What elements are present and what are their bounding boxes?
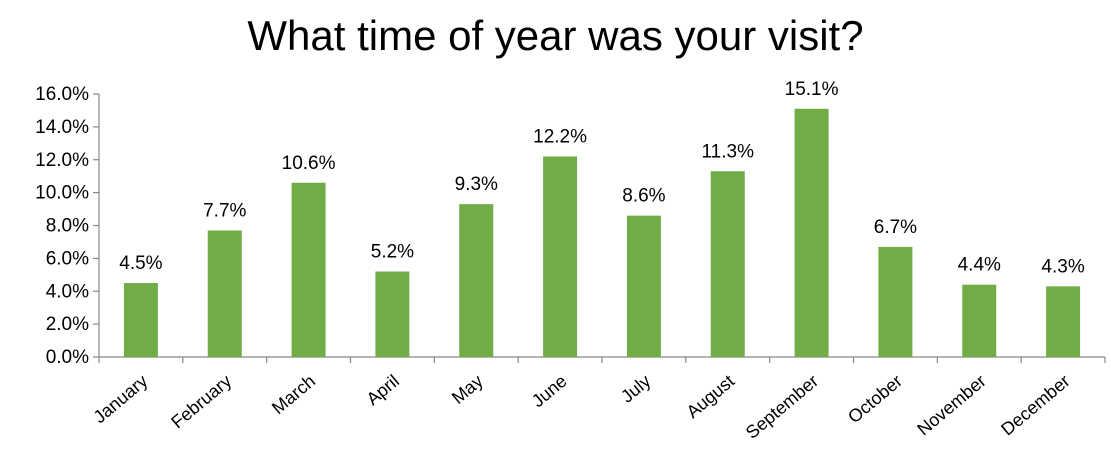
bar-august <box>710 171 745 357</box>
bar-september <box>794 108 829 357</box>
bar-october <box>878 246 913 357</box>
category-labels: January February March April May June July Augu… <box>90 371 1074 443</box>
bar-november <box>962 284 997 357</box>
data-label: 11.3% <box>702 141 755 162</box>
x-axis-ticks <box>98 357 1106 363</box>
category-label: February <box>167 371 235 433</box>
bar-january <box>123 283 158 357</box>
data-label: 4.4% <box>958 255 1001 276</box>
category-label: August <box>683 371 739 422</box>
y-tick-label: 2.0% <box>46 314 89 335</box>
data-label: 12.2% <box>533 126 587 147</box>
y-tick-label: 0.0% <box>46 347 89 368</box>
bar-june <box>543 156 578 357</box>
data-label: 5.2% <box>371 242 414 263</box>
y-tick-label: 8.0% <box>46 216 89 237</box>
data-label: 9.3% <box>455 174 498 195</box>
bar-april <box>375 271 410 357</box>
data-labels: 4.5% 7.7% 10.6% 5.2% 9.3% 12.2% 8.6% 11.3% 15.1%… <box>119 79 1085 278</box>
chart-title: What time of year was your visit? <box>247 12 864 59</box>
category-label: January <box>90 371 152 427</box>
category-label: March <box>268 371 319 418</box>
data-label: 6.7% <box>874 217 917 238</box>
y-axis-ticks: 0.0% 2.0% 4.0% 6.0% 8.0% 10.0% 12.0% 14.0% 16.0% <box>35 84 99 368</box>
y-tick-label: 12.0% <box>35 150 89 171</box>
category-label: October <box>844 371 906 427</box>
data-label: 7.7% <box>203 200 246 221</box>
bar-july <box>626 215 661 357</box>
bar-february <box>207 230 242 357</box>
category-label: September <box>742 371 822 443</box>
data-label: 15.1% <box>785 79 839 100</box>
data-label: 4.5% <box>119 253 162 274</box>
bars <box>123 108 1081 357</box>
y-tick-label: 16.0% <box>35 84 89 105</box>
y-tick-label: 6.0% <box>46 248 89 269</box>
category-label: July <box>617 371 654 407</box>
data-label: 8.6% <box>622 186 665 207</box>
y-tick-label: 14.0% <box>35 117 89 138</box>
bar-december <box>1046 286 1081 357</box>
data-label: 10.6% <box>282 153 336 174</box>
category-label: April <box>363 371 403 409</box>
data-label: 4.3% <box>1041 256 1084 277</box>
y-tick-label: 4.0% <box>46 281 89 302</box>
bar-may <box>459 204 494 357</box>
category-label: June <box>528 371 571 411</box>
category-label: November <box>913 371 989 440</box>
bar-march <box>291 182 326 357</box>
category-label: May <box>448 371 487 408</box>
y-tick-label: 10.0% <box>35 183 89 204</box>
category-label: December <box>997 371 1073 440</box>
